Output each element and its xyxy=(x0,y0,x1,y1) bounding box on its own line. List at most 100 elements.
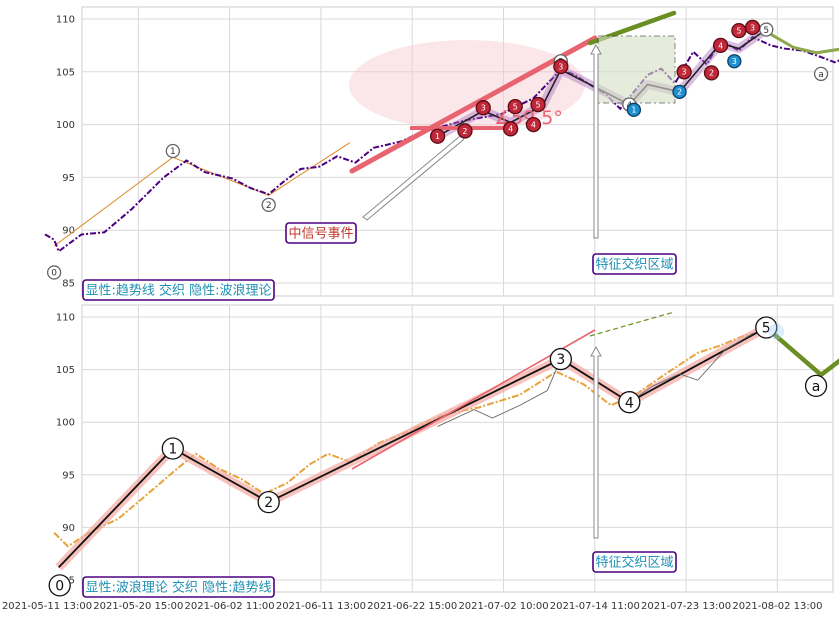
wave-point-label: 2 xyxy=(264,495,273,511)
y-tick-label: 100 xyxy=(56,120,75,131)
plot-frame xyxy=(81,304,834,593)
wave-point-marker xyxy=(161,437,184,460)
sub-wave-line xyxy=(437,358,562,427)
y-tick-label: 105 xyxy=(56,67,75,78)
wave-point-label: 2 xyxy=(266,201,272,211)
sub-wave-red-marker xyxy=(525,116,542,133)
top-panel: 110105100959085∡59.5°012345abc1234545332… xyxy=(44,6,839,301)
feature-zone-note-box xyxy=(592,551,677,573)
legend-note-box xyxy=(82,279,275,301)
corrective-path xyxy=(764,325,839,378)
wave-point-marker xyxy=(804,374,828,398)
wave-point-label: 1 xyxy=(168,442,177,458)
legend-note: 显性:趋势线 交织 隐性:波浪理论 xyxy=(85,283,271,299)
sub-wave-red-marker xyxy=(744,19,761,36)
signal-event-note: 中信号事件 xyxy=(288,227,353,242)
sub-wave-red-label: 4 xyxy=(508,125,513,134)
wave-point-marker xyxy=(48,574,71,597)
sub-wave-red-label: 4 xyxy=(531,120,536,129)
wave-segment xyxy=(268,142,351,196)
y-tick-label: 100 xyxy=(56,418,75,429)
sub-wave-red-label: 2 xyxy=(709,69,714,78)
wave-point-marker xyxy=(165,143,180,159)
wave-point-label: 5 xyxy=(763,26,769,36)
sub-wave-red-marker xyxy=(530,96,546,113)
sub-wave-red-marker xyxy=(429,128,446,144)
y-tick-label: 85 xyxy=(62,279,75,290)
sub-wave-red-marker xyxy=(712,37,729,54)
x-tick-label: 2021-06-11 13:00 xyxy=(276,601,366,612)
sub-wave-red-label: 4 xyxy=(718,41,723,50)
wave-point-marker xyxy=(257,491,280,514)
sub-wave-red-label: 1 xyxy=(435,132,440,141)
feature-zone-note: 特征交织区域 xyxy=(595,555,673,571)
x-tick-label: 2021-05-20 15:00 xyxy=(93,601,183,612)
wave-line xyxy=(58,326,767,568)
x-tick-label: 2021-08-02 13:00 xyxy=(732,601,822,612)
plot-frame xyxy=(81,6,834,297)
sub-wave-line xyxy=(629,327,767,403)
wave-point-label: 1 xyxy=(170,147,176,157)
sub-wave-red-marker xyxy=(502,121,519,137)
sub-wave-red-label: 5 xyxy=(513,103,518,112)
wave-point-label: a xyxy=(818,70,824,80)
x-tick-label: 2021-07-23 13:00 xyxy=(641,601,731,612)
y-tick-label: 90 xyxy=(62,523,75,534)
wave-point-label: a xyxy=(812,379,821,395)
x-tick-label: 2021-07-02 10:00 xyxy=(458,601,548,612)
sub-wave-red-label: 5 xyxy=(535,100,540,109)
signal-event-note-box xyxy=(285,222,357,244)
y-tick-label: 105 xyxy=(56,365,75,376)
x-tick-label: 2021-07-14 11:00 xyxy=(550,601,640,612)
wave-point-label: 0 xyxy=(51,269,57,279)
sub-wave-blue-label: 2 xyxy=(677,88,682,97)
arrow-zone xyxy=(590,43,602,239)
price-line xyxy=(44,35,839,253)
y-tick-label: 95 xyxy=(62,173,75,184)
sub-wave-red-marker xyxy=(676,64,692,80)
sub-wave-red-marker xyxy=(703,65,720,81)
wave-point-marker xyxy=(618,391,641,414)
price-line xyxy=(53,330,762,548)
sub-wave-red-marker xyxy=(475,100,491,116)
x-tick-label: 2021-06-22 15:00 xyxy=(367,601,457,612)
y-tick-label: 90 xyxy=(62,226,75,237)
sub-wave-red-marker xyxy=(457,123,473,139)
sub-wave-blue-label: 3 xyxy=(732,57,737,66)
highlight-glow xyxy=(768,323,785,340)
sub-wave-red-marker xyxy=(553,58,569,75)
legend-note-box xyxy=(82,576,275,598)
sub-wave-red-label: 3 xyxy=(682,68,687,77)
bottom-panel: 110105100959085012345abcABC特征交织区域显性:波浪理论… xyxy=(48,304,839,598)
y-tick-label: 110 xyxy=(56,313,75,324)
wave-point-marker xyxy=(46,265,62,280)
sub-wave-red-label: 3 xyxy=(750,23,755,32)
feature-zone-note-box xyxy=(592,253,677,275)
sub-wave-blue-marker xyxy=(727,54,742,69)
y-tick-label: 110 xyxy=(56,15,75,26)
sub-wave-blue-marker xyxy=(672,84,687,100)
highlight-ellipse xyxy=(349,40,585,130)
feature-zone-box xyxy=(597,35,676,104)
sub-wave-red-label: 3 xyxy=(481,104,486,113)
wave-segment xyxy=(53,156,174,247)
wave-point-marker xyxy=(755,316,778,339)
corrective-path xyxy=(765,30,839,55)
wave-point-label: 0 xyxy=(55,578,64,594)
sub-wave-red-label: 3 xyxy=(558,62,563,71)
projection-line xyxy=(589,311,675,337)
x-tick-label: 2021-06-02 11:00 xyxy=(185,601,275,612)
x-tick-label: 2021-05-11 13:00 xyxy=(2,601,92,612)
x-axis: 2021-05-11 13:00 2021-05-20 15:00 2021-06-… xyxy=(2,601,823,612)
sub-wave-red-label: 5 xyxy=(736,26,741,35)
wave-point-marker xyxy=(549,347,572,371)
wave-point-label: 5 xyxy=(762,321,771,337)
sub-wave-blue-label: 1 xyxy=(631,106,636,115)
wave-point-label: 4 xyxy=(625,395,634,411)
legend-note: 显性:波浪理论 交织 隐性:趋势线 xyxy=(85,580,271,596)
wave-point-marker xyxy=(261,197,276,213)
y-tick-label: 95 xyxy=(62,470,75,481)
wave-point-marker xyxy=(813,66,829,82)
feature-zone-note: 特征交织区域 xyxy=(595,257,673,273)
